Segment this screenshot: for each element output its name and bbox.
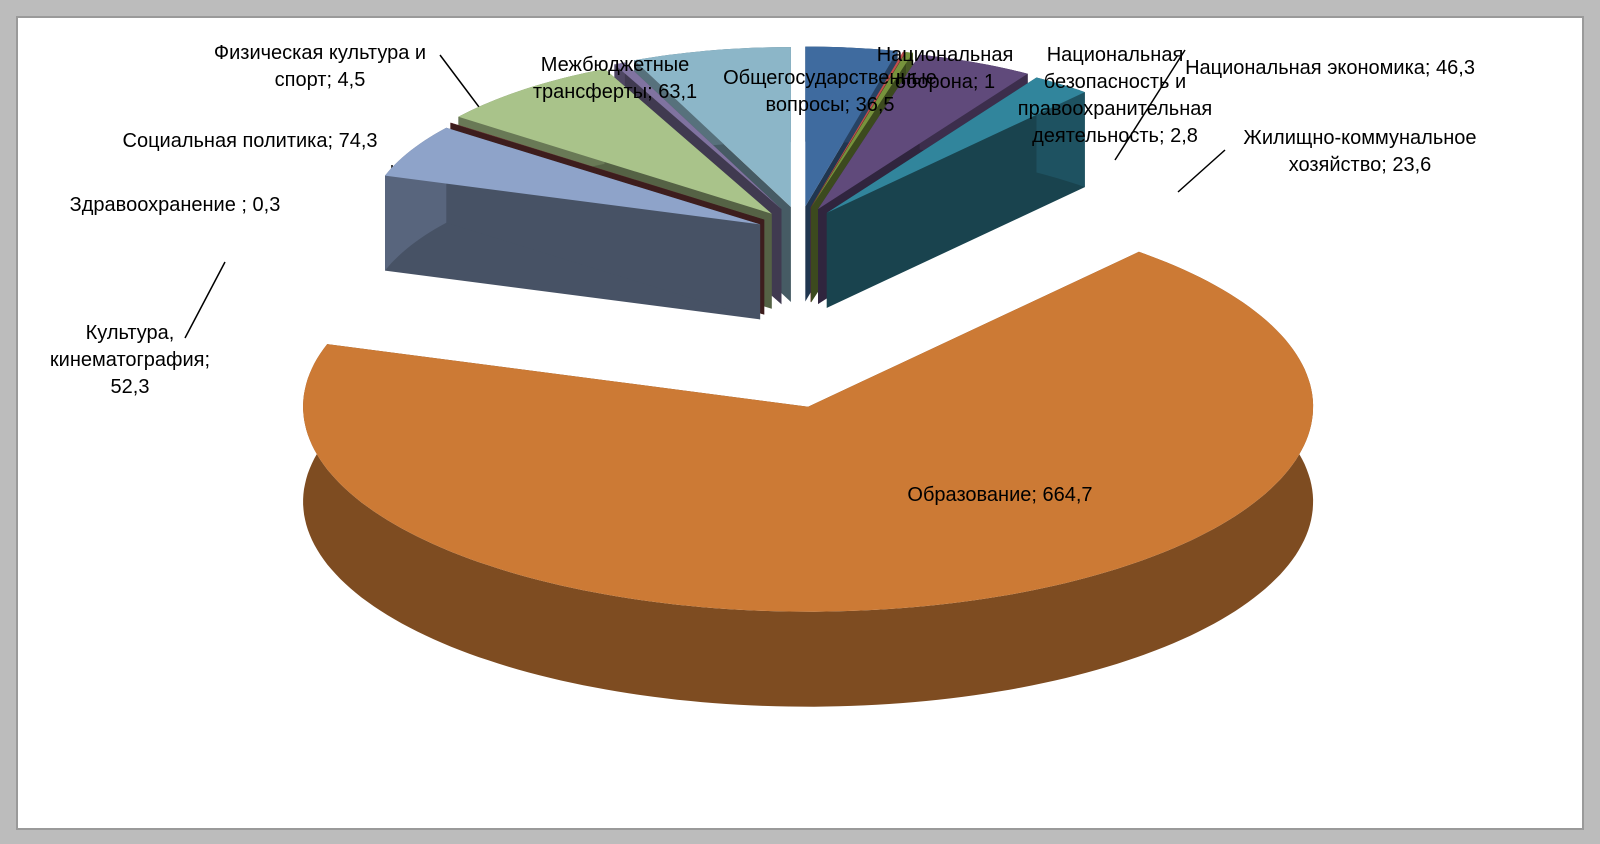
data-label: Физическая культура и спорт; 4,5 bbox=[213, 42, 427, 91]
slice-side bbox=[303, 251, 1314, 707]
slice-side bbox=[826, 92, 1085, 308]
slice bbox=[805, 46, 898, 207]
slice bbox=[385, 127, 761, 225]
data-label: Общегосударственные вопросы; 36,5 bbox=[723, 67, 937, 116]
slice bbox=[458, 68, 772, 214]
data-label: Культура, кинематография; 52,3 bbox=[49, 322, 211, 398]
slice bbox=[614, 62, 782, 210]
leader-line bbox=[184, 261, 226, 339]
leader-line bbox=[1114, 49, 1186, 161]
data-label: Национальная безопасность и правоохранит… bbox=[1017, 44, 1213, 147]
data-label: Национальная оборона; 1 bbox=[876, 44, 1014, 93]
data-label: Образование; 664,7 bbox=[907, 484, 1093, 506]
data-label: Здравоохранение ; 0,3 bbox=[69, 194, 281, 216]
leader-line bbox=[1177, 149, 1226, 193]
slice bbox=[811, 52, 913, 208]
pie bbox=[303, 46, 1314, 707]
data-label: Межбюджетные трансферты; 63,1 bbox=[532, 54, 698, 103]
data-label: Социальная политика; 74,3 bbox=[122, 130, 378, 152]
data-label: Жилищно-коммунальное хозяйство; 23,6 bbox=[1243, 127, 1477, 176]
slice bbox=[450, 122, 765, 220]
slice bbox=[810, 51, 906, 208]
slice bbox=[818, 54, 1028, 210]
data-label: Национальная экономика; 46,3 bbox=[1185, 57, 1475, 79]
slice bbox=[826, 77, 1085, 213]
slice bbox=[303, 251, 1314, 612]
slice bbox=[634, 47, 791, 207]
